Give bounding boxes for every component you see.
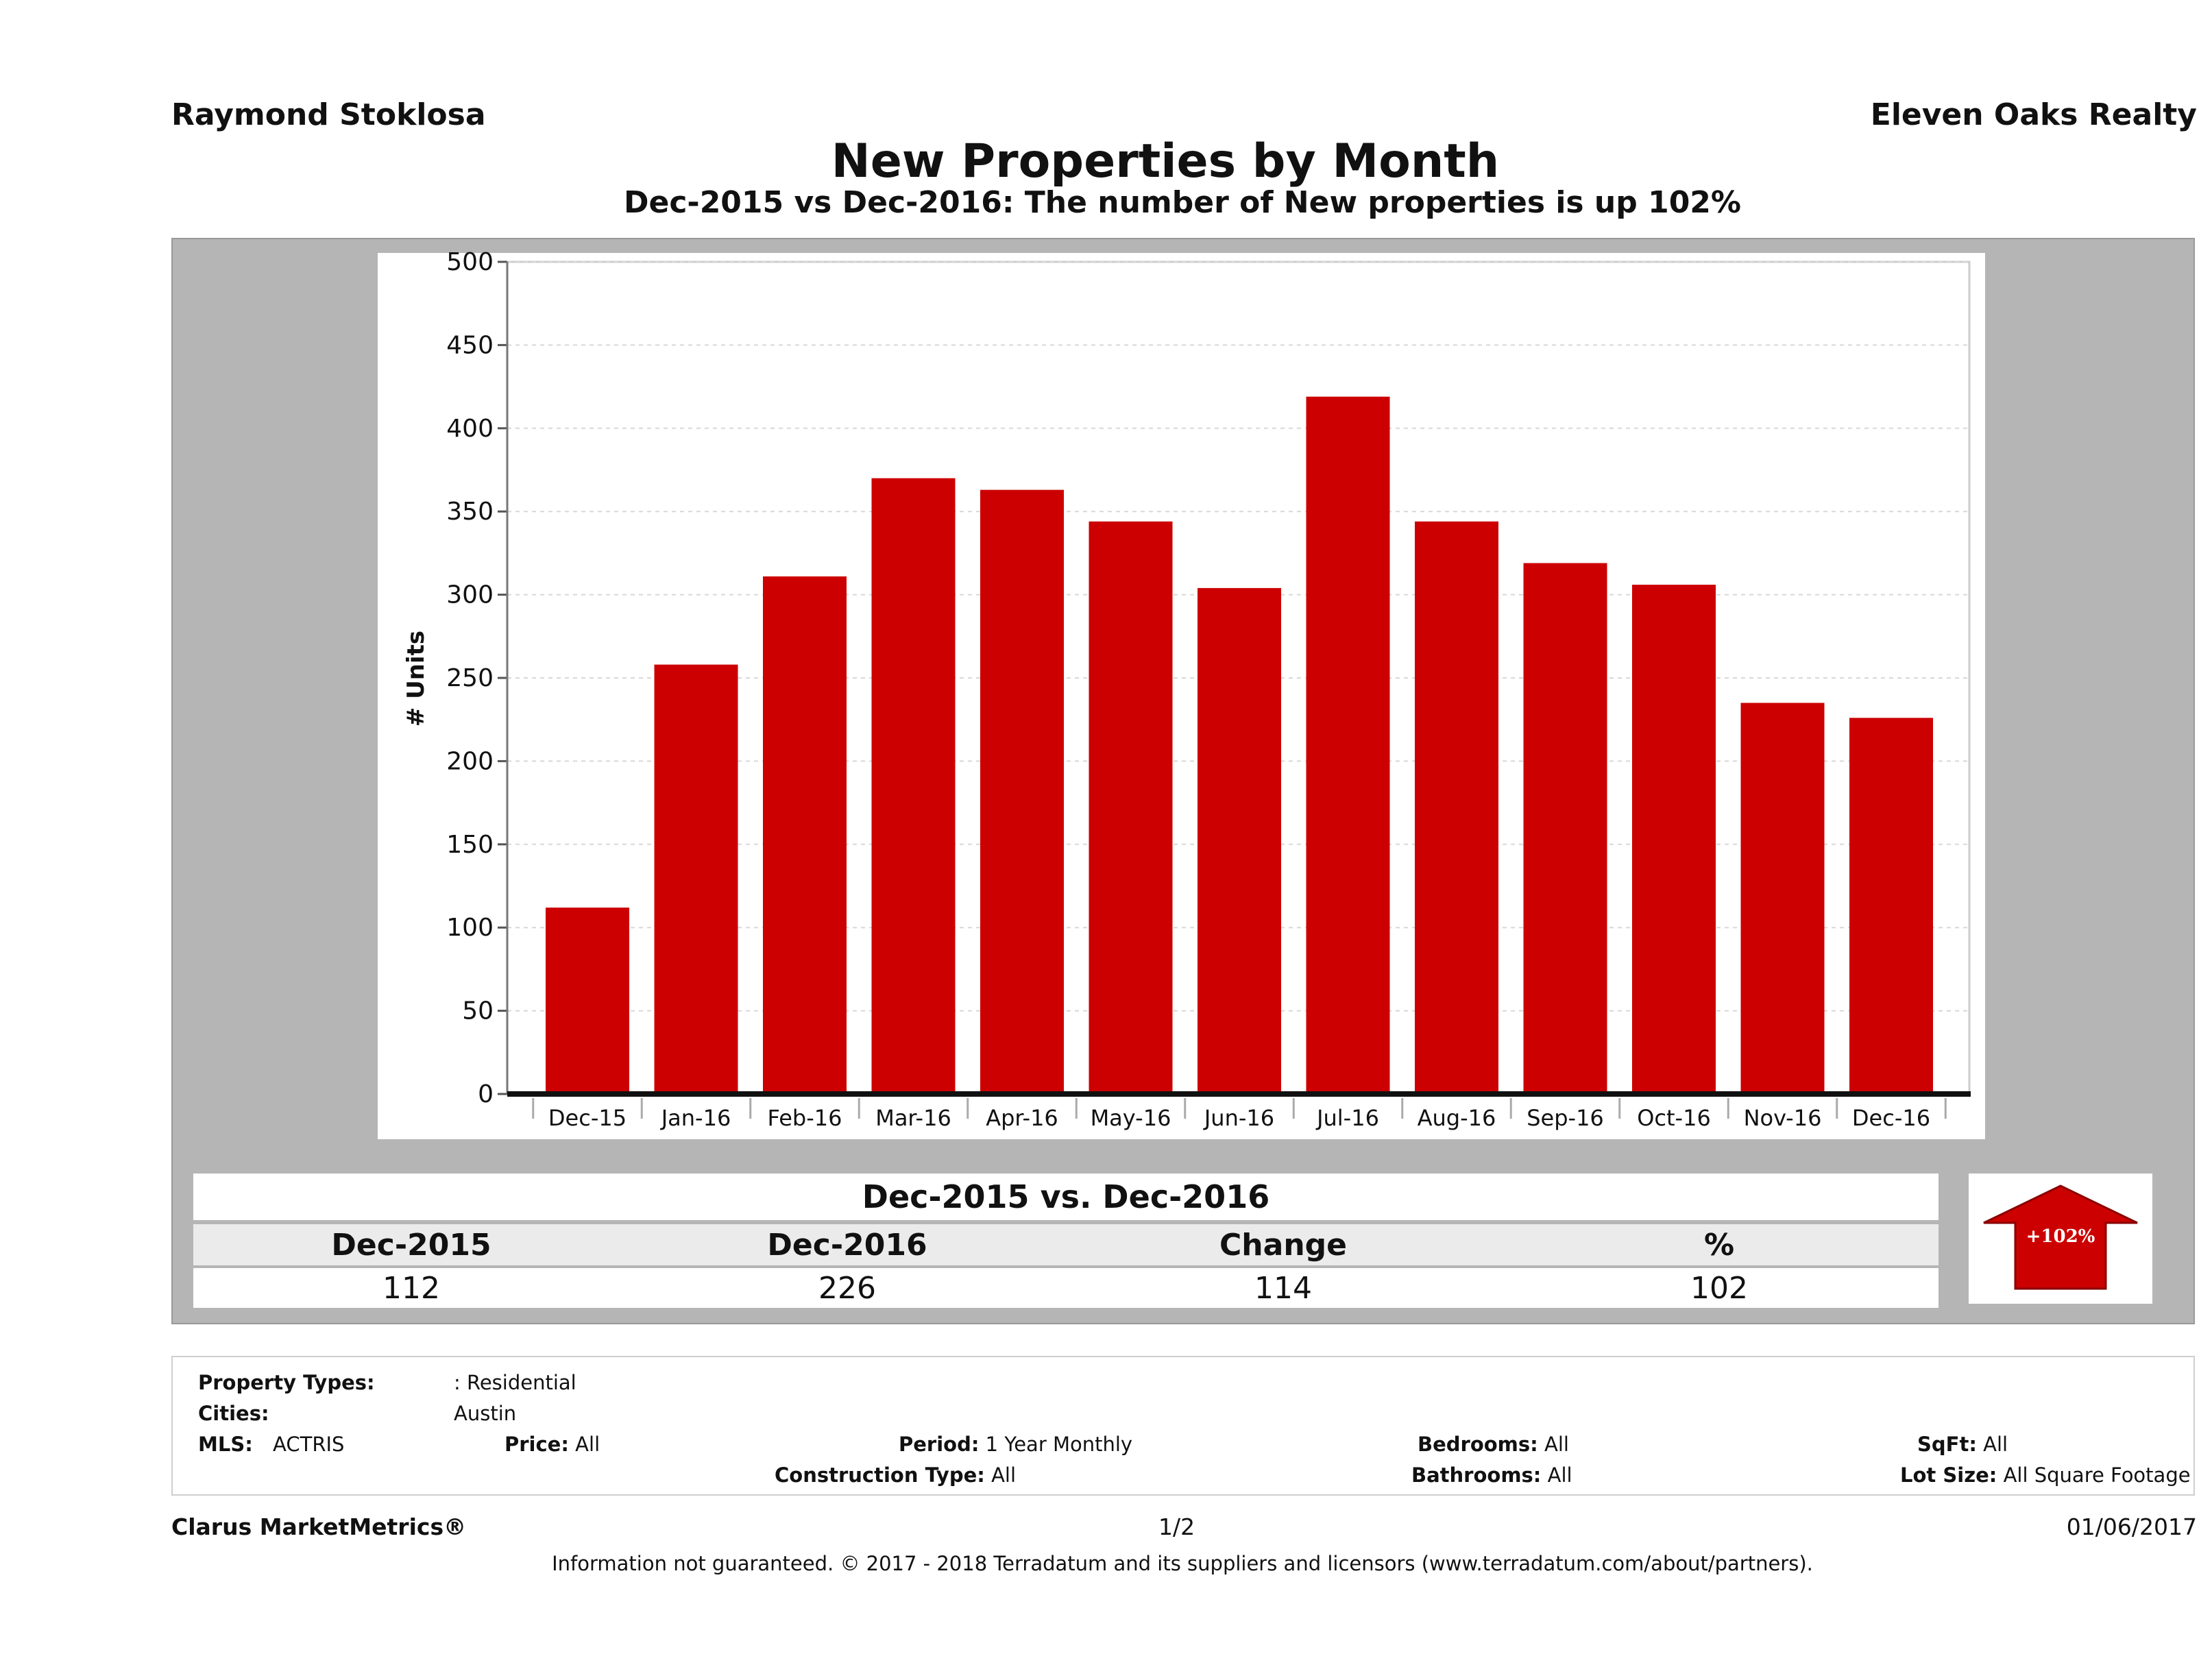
criteria-sqft: SqFt: All [1917, 1433, 2008, 1456]
price-label: Price: [505, 1433, 569, 1456]
up-arrow-icon: +102% [1983, 1184, 2138, 1290]
bar-jan-16 [654, 664, 738, 1094]
x-tick-label: Feb-16 [768, 1105, 842, 1131]
property-types-label: Property Types: [198, 1371, 375, 1394]
comparison-value-row: 112 226 114 102 [193, 1268, 1938, 1308]
criteria-property-types-value: : Residential [454, 1371, 576, 1394]
criteria-period: Period: 1 Year Monthly [899, 1433, 1132, 1456]
value-dec-2016: 226 [818, 1271, 876, 1306]
chart-title: New Properties by Month [831, 134, 1500, 189]
bar-apr-16 [980, 489, 1064, 1094]
bedrooms-value: All [1544, 1433, 1569, 1456]
x-tick-label: Apr-16 [986, 1105, 1058, 1131]
footer-brand: Clarus MarketMetrics® [171, 1513, 467, 1540]
y-tick-label: 150 [446, 831, 494, 859]
y-tick-label: 250 [446, 664, 494, 692]
x-tick-label: Sep-16 [1527, 1105, 1604, 1131]
criteria-mls: MLS: ACTRIS [198, 1433, 344, 1456]
y-tick-label: 300 [446, 581, 494, 609]
y-tick-label: 100 [446, 914, 494, 942]
lotsize-label: Lot Size: [1900, 1463, 1997, 1487]
bar-aug-16 [1415, 521, 1498, 1094]
price-value: All [575, 1433, 600, 1456]
comparison-header-row: Dec-2015 Dec-2016 Change % [193, 1224, 1938, 1265]
x-tick-label: Jul-16 [1315, 1105, 1379, 1131]
axes [498, 260, 1971, 1119]
construction-value: All [991, 1463, 1017, 1487]
bar-jul-16 [1306, 396, 1390, 1094]
criteria-cities-value: Austin [454, 1402, 517, 1425]
value-percent: 102 [1690, 1271, 1748, 1306]
mls-value: ACTRIS [273, 1433, 345, 1456]
bar-dec-16 [1849, 718, 1933, 1094]
bar-jun-16 [1198, 587, 1281, 1094]
y-tick-label: 450 [446, 331, 494, 359]
y-tick-label: 200 [446, 747, 494, 775]
change-arrow-box: +102% [1969, 1174, 2152, 1304]
y-tick-label: 500 [446, 248, 494, 276]
x-tick-label: May-16 [1091, 1105, 1171, 1131]
header-dec-2015: Dec-2015 [331, 1228, 491, 1263]
criteria-box: Property Types: : Residential Cities: Au… [171, 1356, 2195, 1496]
x-tick-label: Dec-15 [548, 1105, 627, 1131]
x-tick-label: Aug-16 [1418, 1105, 1496, 1131]
y-tick-label: 0 [478, 1080, 494, 1108]
y-tick-label: 350 [446, 498, 494, 526]
bedrooms-label: Bedrooms: [1418, 1433, 1538, 1456]
y-axis-label: # Units [402, 631, 430, 727]
x-tick-labels: Dec-15 Jan-16 Feb-16 Mar-16 Apr-16 May-16 Jun-… [548, 1105, 1930, 1131]
criteria-price: Price: All [505, 1433, 600, 1456]
criteria-lot-size: Lot Size: All Square Footage [1900, 1463, 2191, 1487]
bar-mar-16 [871, 478, 956, 1094]
bar-oct-16 [1632, 585, 1716, 1094]
change-arrow-label: +102% [2026, 1226, 2095, 1247]
value-dec-2015: 112 [382, 1271, 440, 1306]
bathrooms-label: Bathrooms: [1411, 1463, 1542, 1487]
x-tick-label: Dec-16 [1852, 1105, 1930, 1131]
criteria-cities: Cities: [198, 1402, 269, 1425]
header-percent: % [1703, 1228, 1735, 1263]
x-tick-label: Mar-16 [875, 1105, 951, 1131]
x-tick-label: Nov-16 [1744, 1105, 1822, 1131]
sqft-value: All [1983, 1433, 2008, 1456]
lotsize-value: All Square Footage [2003, 1463, 2191, 1487]
footer-page-number: 1/2 [1158, 1513, 1195, 1540]
header-dec-2016: Dec-2016 [767, 1228, 927, 1263]
bar-may-16 [1089, 521, 1173, 1094]
header-change: Change [1219, 1228, 1347, 1263]
period-value: 1 Year Monthly [985, 1433, 1133, 1456]
bar-dec-15 [546, 908, 629, 1094]
chart-subtitle: Dec-2015 vs Dec-2016: The number of New … [623, 185, 1742, 220]
bars [546, 396, 1933, 1094]
company-name: Eleven Oaks Realty [1870, 97, 2197, 132]
criteria-bedrooms: Bedrooms: All [1418, 1433, 1569, 1456]
period-label: Period: [899, 1433, 980, 1456]
x-tick-label: Jan-16 [660, 1105, 731, 1131]
cities-label: Cities: [198, 1402, 269, 1425]
y-tick-labels: 0 50 100 150 200 250 300 350 400 450 500 [446, 248, 494, 1108]
bar-nov-16 [1740, 703, 1825, 1094]
x-tick-label: Jun-16 [1203, 1105, 1274, 1131]
y-tick-label: 400 [446, 415, 494, 443]
y-tick-label: 50 [462, 997, 494, 1025]
sqft-label: SqFt: [1917, 1433, 1977, 1456]
agent-name: Raymond Stoklosa [171, 97, 486, 132]
criteria-construction-type: Construction Type: All [775, 1463, 1016, 1487]
value-change: 114 [1254, 1271, 1312, 1306]
footer-disclaimer: Information not guaranteed. © 2017 - 201… [552, 1552, 1813, 1575]
mls-label: MLS: [198, 1433, 253, 1456]
footer-date: 01/06/2017 [2066, 1513, 2197, 1540]
bar-sep-16 [1523, 563, 1607, 1094]
criteria-bathrooms: Bathrooms: All [1411, 1463, 1572, 1487]
grid-lines [507, 261, 1969, 1012]
criteria-property-types: Property Types: [198, 1371, 375, 1394]
construction-label: Construction Type: [775, 1463, 985, 1487]
x-tick-label: Oct-16 [1637, 1105, 1711, 1131]
comparison-title: Dec-2015 vs. Dec-2016 [193, 1174, 1938, 1220]
bathrooms-value: All [1547, 1463, 1572, 1487]
bar-feb-16 [763, 576, 847, 1094]
